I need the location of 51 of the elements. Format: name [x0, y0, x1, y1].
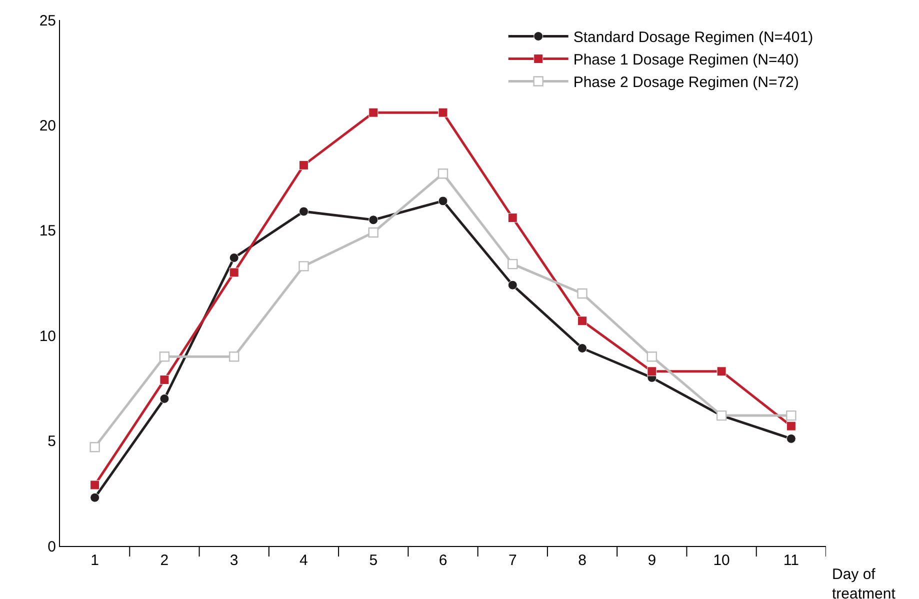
x-tick-label: 10: [713, 552, 730, 569]
point: [786, 434, 796, 444]
point: [508, 213, 518, 223]
y-tick-label: 20: [39, 117, 56, 134]
point: [229, 253, 239, 262]
x-axis-title: Day of treatment: [832, 566, 896, 599]
point: [368, 108, 378, 118]
point: [508, 258, 518, 270]
y-tick-label: 0: [48, 538, 56, 556]
point: [160, 394, 170, 404]
point: [90, 480, 100, 490]
point: [90, 442, 100, 452]
point: [647, 366, 657, 376]
point: [298, 206, 308, 216]
point: [368, 227, 378, 238]
legend-label: Phase 1 Dosage Regimen (N=40): [573, 52, 799, 69]
x-tick-label: 2: [160, 552, 169, 569]
point: [438, 168, 448, 179]
x-tick-label: 11: [783, 552, 799, 569]
x-tick-label: 6: [438, 552, 448, 569]
x-tick-label: 3: [230, 552, 238, 569]
point: [508, 280, 518, 290]
y-tick-label: 25: [39, 12, 56, 30]
point: [578, 343, 588, 353]
point: [786, 421, 796, 431]
point: [577, 288, 588, 299]
point: [298, 261, 309, 272]
point: [229, 268, 239, 278]
point: [578, 316, 588, 326]
x-tick-label: 9: [648, 552, 656, 569]
legend-label: Phase 2 Dosage Regimen (N=72): [573, 74, 799, 92]
y-tick-label: 15: [39, 222, 56, 240]
point: [716, 366, 726, 376]
legend-label: Standard Dosage Regimen (N=401): [573, 29, 814, 46]
point: [786, 410, 796, 421]
x-tick-label: 4: [300, 552, 308, 569]
point: [438, 108, 448, 118]
x-tick-label: 8: [578, 552, 586, 569]
point: [298, 160, 308, 170]
point: [159, 352, 170, 362]
y-tick-label: 5: [48, 433, 56, 450]
y-tick-label: 10: [39, 328, 56, 345]
point: [438, 196, 448, 206]
x-tick-label: 1: [90, 552, 99, 569]
point: [646, 352, 658, 362]
point: [368, 215, 378, 225]
point: [228, 352, 240, 362]
x-tick-label: 5: [369, 552, 378, 569]
x-tick-label: 7: [508, 552, 517, 569]
point: [90, 492, 100, 502]
point: [160, 375, 170, 385]
